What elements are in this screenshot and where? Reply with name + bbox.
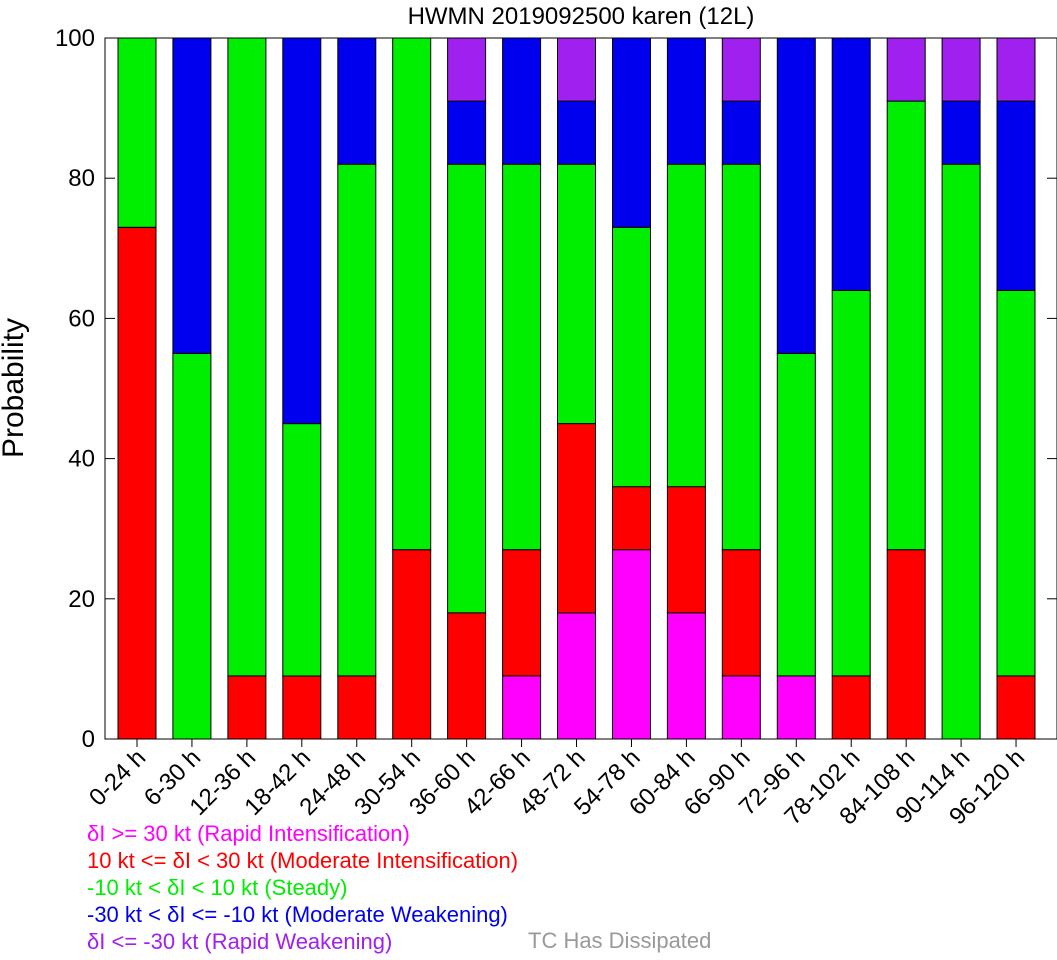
y-tick-label: 80: [68, 165, 95, 192]
bar-segment: [721, 163, 761, 551]
bar-segment: [392, 37, 432, 551]
bar-segment: [502, 37, 542, 165]
bar-segment: [666, 163, 706, 488]
bar-segment: [557, 37, 596, 102]
bar-segment: [282, 675, 322, 740]
bar-segment: [227, 37, 267, 677]
bar-segment: [227, 675, 267, 740]
bar-segment: [392, 549, 432, 740]
y-tick-label: 20: [68, 586, 95, 613]
bar-segment: [557, 612, 596, 740]
legend-entry-moderate-weakening: -30 kt < δI <= -10 kt (Moderate Weakenin…: [87, 902, 508, 927]
bar-segment: [776, 675, 816, 740]
bar-segment: [502, 675, 542, 740]
bar-segment: [886, 549, 926, 740]
chart-title: HWMN 2019092500 karen (12L): [408, 3, 755, 30]
bar-segment: [447, 163, 487, 614]
bar-segment: [831, 37, 871, 291]
plot-frame: [104, 37, 1057, 740]
bar-segment: [776, 37, 816, 354]
bar-segment: [776, 352, 816, 677]
bar-segment: [612, 486, 651, 551]
bar-segment: [282, 37, 322, 425]
bar-segment: [172, 37, 212, 354]
y-axis-label: Probability: [0, 318, 30, 458]
legend-entry-moderate-intensification: 10 kt <= δI < 30 kt (Moderate Intensific…: [87, 848, 519, 873]
bar-segment: [117, 37, 157, 228]
bar-segment: [666, 486, 706, 614]
bar-segment: [941, 37, 981, 102]
bar-segment: [612, 37, 651, 228]
legend-entry-dissipated: TC Has Dissipated: [528, 928, 712, 953]
bar-segment: [886, 100, 926, 551]
bar-segment: [557, 100, 596, 165]
bar-segment: [721, 100, 761, 165]
bar-segment: [282, 423, 322, 677]
bar-segment: [941, 100, 981, 165]
bar-segment: [557, 163, 596, 425]
bar-segment: [941, 163, 981, 740]
bar-segment: [721, 675, 761, 740]
bar-segment: [337, 163, 377, 677]
y-tick-label: 60: [68, 305, 95, 332]
bar-segment: [996, 675, 1036, 740]
y-ticks: 0 20 40 60 80 100: [55, 25, 1057, 753]
bar-segment: [612, 226, 651, 488]
bar-segment: [886, 37, 926, 102]
bar-segment: [557, 423, 596, 614]
y-tick-label: 40: [68, 446, 95, 473]
bar-segment: [337, 37, 377, 165]
bar-segment: [996, 289, 1036, 677]
x-tick-label: 0-24 h: [84, 744, 151, 811]
bar-segment: [172, 352, 212, 740]
bar-segment: [721, 549, 761, 677]
bar-segment: [831, 675, 871, 740]
bar-segment: [502, 549, 542, 677]
bar-segment: [502, 163, 542, 551]
bar-segment: [337, 675, 377, 740]
x-ticks: 0-24 h6-30 h12-36 h18-42 h24-48 h30-54 h…: [84, 739, 1030, 830]
bar-segment: [996, 37, 1036, 102]
bar-segment: [996, 100, 1036, 291]
legend: δI >= 30 kt (Rapid Intensification) 10 k…: [87, 820, 518, 955]
y-tick-label: 100: [55, 25, 95, 52]
y-tick-label: 0: [82, 726, 95, 753]
bar-segment: [721, 37, 761, 102]
bars-group: [117, 37, 1036, 740]
legend-entry-steady: -10 kt < δI < 10 kt (Steady): [87, 875, 348, 900]
bar-segment: [447, 37, 487, 102]
bar-segment: [612, 549, 651, 740]
bar-segment: [831, 289, 871, 677]
bar-segment: [447, 612, 487, 740]
bar-segment: [666, 37, 706, 165]
legend-entry-rapid-weakening: δI <= -30 kt (Rapid Weakening): [87, 929, 393, 954]
bar-segment: [117, 226, 157, 740]
bar-segment: [666, 612, 706, 740]
legend-entry-rapid-intensification: δI >= 30 kt (Rapid Intensification): [87, 821, 410, 846]
bar-segment: [447, 100, 487, 165]
